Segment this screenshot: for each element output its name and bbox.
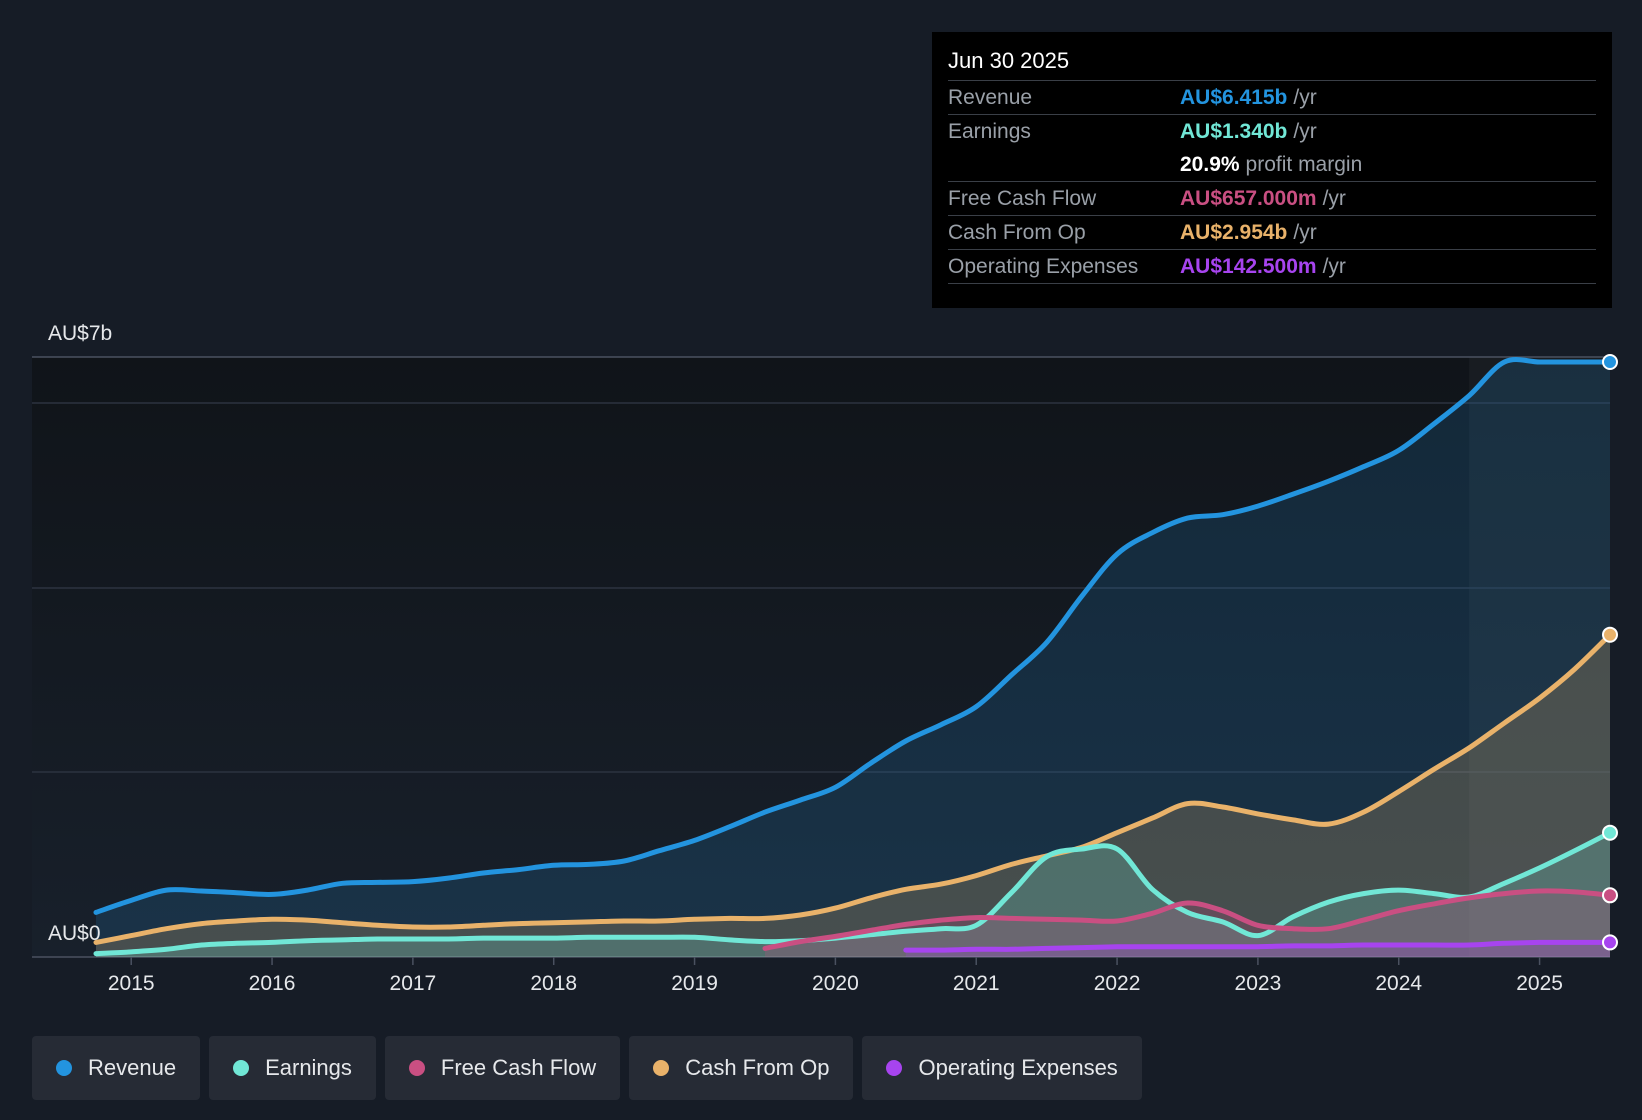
legend-label: Free Cash Flow bbox=[440, 1055, 597, 1080]
tooltip-row-operating-expenses: Operating Expenses AU$142.500m /yr bbox=[948, 250, 1596, 284]
area-free-cash-flow bbox=[765, 890, 1610, 957]
legend-label: Operating Expenses bbox=[918, 1055, 1118, 1080]
legend-dot-icon bbox=[56, 1060, 72, 1076]
legend-label: Earnings bbox=[265, 1055, 352, 1080]
series-line-revenue bbox=[93, 357, 1613, 915]
tooltip-label: Operating Expenses bbox=[948, 255, 1139, 278]
tooltip-row-cash-from-op: Cash From Op AU$2.954b /yr bbox=[948, 216, 1596, 250]
chart-legend: Revenue Earnings Free Cash Flow Cash Fro… bbox=[32, 1036, 1142, 1100]
endpoint-marker-cash-from-op bbox=[1602, 626, 1618, 643]
tooltip-row-profit-margin: 20.9% profit margin bbox=[948, 148, 1596, 182]
tooltip-date: Jun 30 2025 bbox=[948, 46, 1596, 81]
endpoint-marker-earnings bbox=[1602, 824, 1618, 841]
legend-label: Cash From Op bbox=[685, 1055, 830, 1080]
legend-item-cash-from-op[interactable]: Cash From Op bbox=[629, 1036, 854, 1100]
x-tick-label: 2023 bbox=[1235, 972, 1282, 995]
tooltip-value: AU$142.500m bbox=[1180, 255, 1317, 278]
tooltip-label: Free Cash Flow bbox=[948, 187, 1097, 210]
tooltip-label: Earnings bbox=[948, 120, 1031, 143]
x-tick-label: 2019 bbox=[671, 972, 718, 995]
tooltip-row-revenue: Revenue AU$6.415b /yr bbox=[948, 81, 1596, 115]
tooltip-unit: /yr bbox=[1293, 86, 1317, 109]
legend-label: Revenue bbox=[88, 1055, 177, 1080]
x-tick-label: 2018 bbox=[530, 972, 577, 995]
tooltip-label: Cash From Op bbox=[948, 221, 1086, 244]
x-tick-label: 2016 bbox=[249, 972, 296, 995]
x-tick-label: 2020 bbox=[812, 972, 859, 995]
tooltip-value: AU$2.954b bbox=[1180, 221, 1288, 244]
x-tick-label: 2021 bbox=[953, 972, 1000, 995]
tooltip-value: AU$657.000m bbox=[1180, 187, 1317, 210]
legend-dot-icon bbox=[408, 1060, 425, 1076]
plot-background bbox=[32, 357, 1610, 957]
series-line-earnings bbox=[93, 830, 1613, 957]
tooltip-row-earnings: Earnings AU$1.340b /yr bbox=[948, 115, 1596, 148]
tooltip-unit: /yr bbox=[1322, 187, 1346, 210]
tooltip-value: 20.9% bbox=[1180, 153, 1240, 176]
tooltip-unit: /yr bbox=[1293, 120, 1317, 143]
endpoint-marker-free-cash-flow bbox=[1602, 887, 1618, 904]
endpoint-marker-revenue bbox=[1602, 354, 1618, 370]
series-line-free-cash-flow bbox=[762, 888, 1613, 951]
series-line-operating-expenses bbox=[903, 939, 1613, 953]
y-axis-bottom-label: AU$0 bbox=[48, 922, 101, 945]
legend-item-operating-expenses[interactable]: Operating Expenses bbox=[862, 1036, 1142, 1100]
y-axis-top-label: AU$7b bbox=[48, 322, 112, 345]
tooltip-unit: /yr bbox=[1293, 221, 1317, 244]
x-tick-label: 2025 bbox=[1516, 972, 1563, 995]
legend-item-revenue[interactable]: Revenue bbox=[32, 1036, 201, 1100]
legend-item-earnings[interactable]: Earnings bbox=[209, 1036, 376, 1100]
legend-item-free-cash-flow[interactable]: Free Cash Flow bbox=[384, 1036, 621, 1100]
tooltip-value: AU$1.340b bbox=[1180, 120, 1288, 143]
tooltip-value: AU$6.415b bbox=[1180, 86, 1288, 109]
x-tick-label: 2015 bbox=[108, 972, 155, 995]
legend-dot-icon bbox=[886, 1060, 903, 1076]
tooltip-unit: /yr bbox=[1322, 255, 1346, 278]
x-tick-label: 2017 bbox=[390, 972, 437, 995]
tooltip-label: Revenue bbox=[948, 86, 1033, 109]
legend-dot-icon bbox=[233, 1060, 250, 1076]
area-cash-from-op bbox=[96, 634, 1610, 957]
x-tick-label: 2024 bbox=[1375, 972, 1422, 995]
tooltip-unit: profit margin bbox=[1245, 153, 1363, 176]
endpoint-marker-operating-expenses bbox=[1602, 934, 1618, 951]
legend-dot-icon bbox=[653, 1060, 670, 1076]
data-tooltip: Jun 30 2025 Revenue AU$6.415b /yr Earnin… bbox=[932, 32, 1612, 308]
x-tick-label: 2022 bbox=[1094, 972, 1141, 995]
tooltip-row-free-cash-flow: Free Cash Flow AU$657.000m /yr bbox=[948, 182, 1596, 216]
series-line-cash-from-op bbox=[93, 632, 1613, 945]
